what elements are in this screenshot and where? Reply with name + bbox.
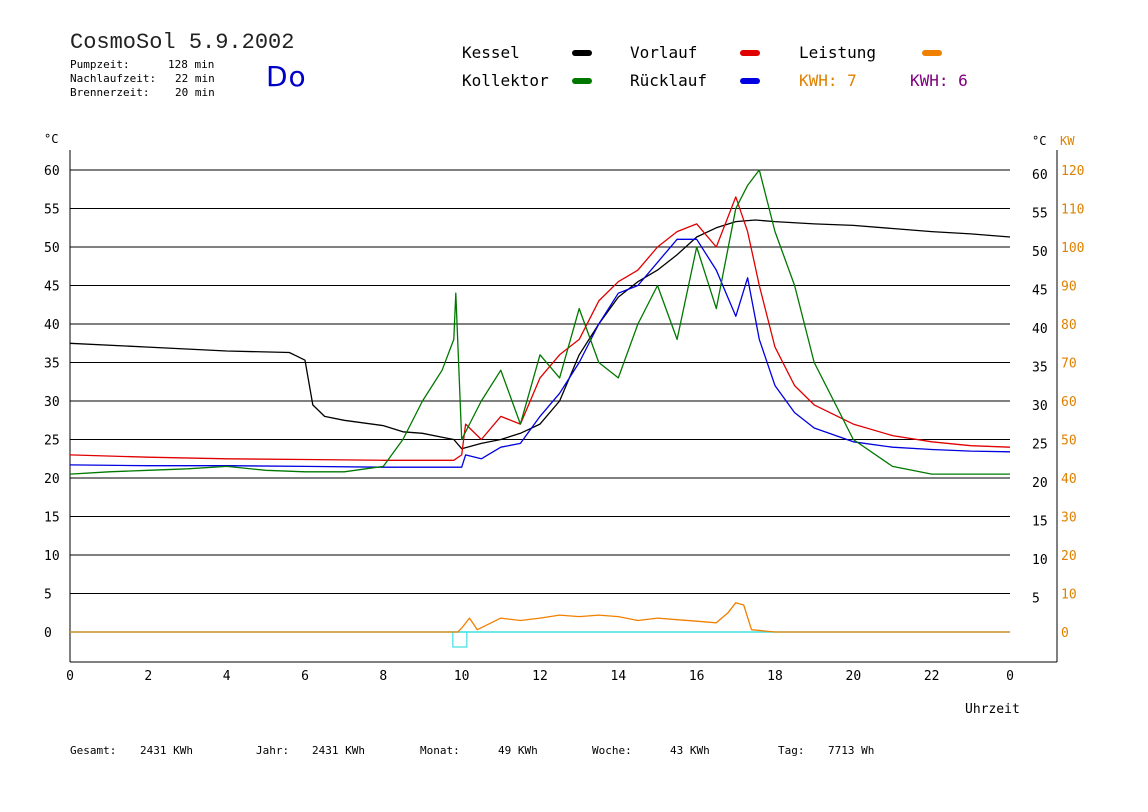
y-tick-label-60: 60 bbox=[44, 164, 60, 179]
right-axis-unit-temp: °C bbox=[1032, 134, 1047, 148]
series-line-kessel bbox=[69, 219, 1011, 450]
x-tick-label-10: 20 bbox=[846, 669, 862, 684]
footer-woche-label: Woche: bbox=[592, 744, 632, 757]
y2-tick-label-80: 80 bbox=[1061, 318, 1077, 333]
y2-tick-label-100: 100 bbox=[1061, 241, 1084, 256]
footer-monat-value: 49 KWh bbox=[498, 744, 538, 757]
stat-brennerzeit-value: 20 min bbox=[175, 86, 215, 99]
page-title: CosmoSol 5.9.2002 bbox=[70, 30, 295, 55]
x-tick-label-12: 0 bbox=[1006, 669, 1014, 684]
right-axis-unit-power: KW bbox=[1060, 134, 1075, 148]
kwh-secondary-value: KWH: 6 bbox=[910, 71, 968, 90]
left-axis-unit: °C bbox=[44, 132, 59, 146]
stat-brennerzeit-label: Brennerzeit: bbox=[70, 86, 150, 99]
legend-kollektor-label: Kollektor bbox=[462, 71, 549, 90]
x-tick-label-1: 2 bbox=[144, 669, 152, 684]
y-tick-label-25: 25 bbox=[44, 434, 60, 449]
footer-tag-value: 7713 Wh bbox=[828, 744, 875, 757]
y2-tick-label-30: 30 bbox=[1061, 511, 1077, 526]
legend-leistung-label: Leistung bbox=[799, 43, 877, 62]
y-right-tick-label-25: 25 bbox=[1032, 438, 1048, 453]
stat-nachlaufzeit-value: 22 min bbox=[175, 72, 215, 85]
kwh-leistung-value: KWH: 7 bbox=[799, 71, 857, 90]
x-tick-label-7: 14 bbox=[611, 669, 627, 684]
y-right-tick-label-5: 5 bbox=[1032, 592, 1040, 607]
footer-tag-label: Tag: bbox=[778, 744, 805, 757]
legend-ruecklauf-label: Rücklauf bbox=[630, 71, 708, 90]
weekday-label: Do bbox=[266, 60, 307, 93]
x-tick-label-11: 22 bbox=[924, 669, 940, 684]
series-line-leistung bbox=[70, 602, 1010, 633]
y-right-tick-label-60: 60 bbox=[1032, 168, 1048, 183]
series-line-vorlauf bbox=[69, 196, 1011, 461]
x-axis-label: Uhrzeit bbox=[965, 702, 1020, 717]
x-tick-label-9: 18 bbox=[767, 669, 783, 684]
y-right-tick-label-15: 15 bbox=[1032, 515, 1048, 530]
y-right-tick-label-55: 55 bbox=[1032, 207, 1048, 222]
legend-ruecklauf-swatch bbox=[740, 78, 760, 84]
y2-tick-label-50: 50 bbox=[1061, 434, 1077, 449]
y-tick-label-45: 45 bbox=[44, 280, 60, 295]
y2-tick-label-90: 90 bbox=[1061, 280, 1077, 295]
y2-tick-label-120: 120 bbox=[1061, 164, 1084, 179]
y-tick-label-50: 50 bbox=[44, 241, 60, 256]
y-right-tick-label-10: 10 bbox=[1032, 553, 1048, 568]
stat-pumpzeit-label: Pumpzeit: bbox=[70, 58, 130, 71]
legend-kessel-label: Kessel bbox=[462, 43, 520, 62]
footer-monat-label: Monat: bbox=[420, 744, 460, 757]
series-line-kollektor bbox=[69, 169, 1010, 475]
y-tick-label-35: 35 bbox=[44, 357, 60, 372]
y-right-tick-label-20: 20 bbox=[1032, 476, 1048, 491]
footer-gesamt-value: 2431 KWh bbox=[140, 744, 193, 757]
legend-vorlauf-swatch bbox=[740, 50, 760, 56]
footer-gesamt-label: Gesamt: bbox=[70, 744, 117, 757]
x-tick-label-2: 4 bbox=[223, 669, 231, 684]
y-tick-label-15: 15 bbox=[44, 511, 60, 526]
y2-tick-label-0: 0 bbox=[1061, 626, 1069, 641]
x-tick-label-3: 6 bbox=[301, 669, 309, 684]
footer-woche-value: 43 KWh bbox=[670, 744, 710, 757]
x-tick-label-4: 8 bbox=[379, 669, 387, 684]
legend-kollektor-swatch bbox=[572, 78, 592, 84]
legend-kessel-swatch bbox=[572, 50, 592, 56]
grid-layer bbox=[70, 169, 1010, 594]
y2-tick-label-20: 20 bbox=[1061, 549, 1077, 564]
legend-leistung-swatch bbox=[922, 50, 942, 56]
y2-tick-label-70: 70 bbox=[1061, 357, 1077, 372]
y2-tick-label-40: 40 bbox=[1061, 472, 1077, 487]
footer-jahr-label: Jahr: bbox=[256, 744, 290, 757]
series-layer bbox=[69, 169, 1011, 633]
series-line-rcklauf bbox=[69, 238, 1011, 468]
y-right-tick-label-40: 40 bbox=[1032, 322, 1048, 337]
y-tick-label-20: 20 bbox=[44, 472, 60, 487]
pump-marker bbox=[452, 631, 468, 648]
y-tick-label-10: 10 bbox=[44, 549, 60, 564]
x-tick-label-8: 16 bbox=[689, 669, 705, 684]
y2-tick-label-10: 10 bbox=[1061, 588, 1077, 603]
y-tick-label-40: 40 bbox=[44, 318, 60, 333]
footer-jahr-value: 2431 KWh bbox=[312, 744, 365, 757]
y2-tick-label-110: 110 bbox=[1061, 203, 1084, 218]
y-tick-label-5: 5 bbox=[44, 588, 52, 603]
y-right-tick-label-45: 45 bbox=[1032, 284, 1048, 299]
y-right-tick-label-30: 30 bbox=[1032, 399, 1048, 414]
x-tick-label-5: 10 bbox=[454, 669, 470, 684]
axes-layer bbox=[69, 150, 1058, 663]
y-tick-label-0: 0 bbox=[44, 626, 52, 641]
x-tick-label-6: 12 bbox=[532, 669, 548, 684]
y2-tick-label-60: 60 bbox=[1061, 395, 1077, 410]
stat-pumpzeit-value: 128 min bbox=[168, 58, 215, 71]
legend-vorlauf-label: Vorlauf bbox=[630, 43, 698, 62]
stat-nachlaufzeit-label: Nachlaufzeit: bbox=[70, 72, 157, 85]
y-tick-label-30: 30 bbox=[44, 395, 60, 410]
y-right-tick-label-50: 50 bbox=[1032, 245, 1048, 260]
x-tick-label-0: 0 bbox=[66, 669, 74, 684]
y-right-tick-label-35: 35 bbox=[1032, 361, 1048, 376]
y-tick-label-55: 55 bbox=[44, 203, 60, 218]
